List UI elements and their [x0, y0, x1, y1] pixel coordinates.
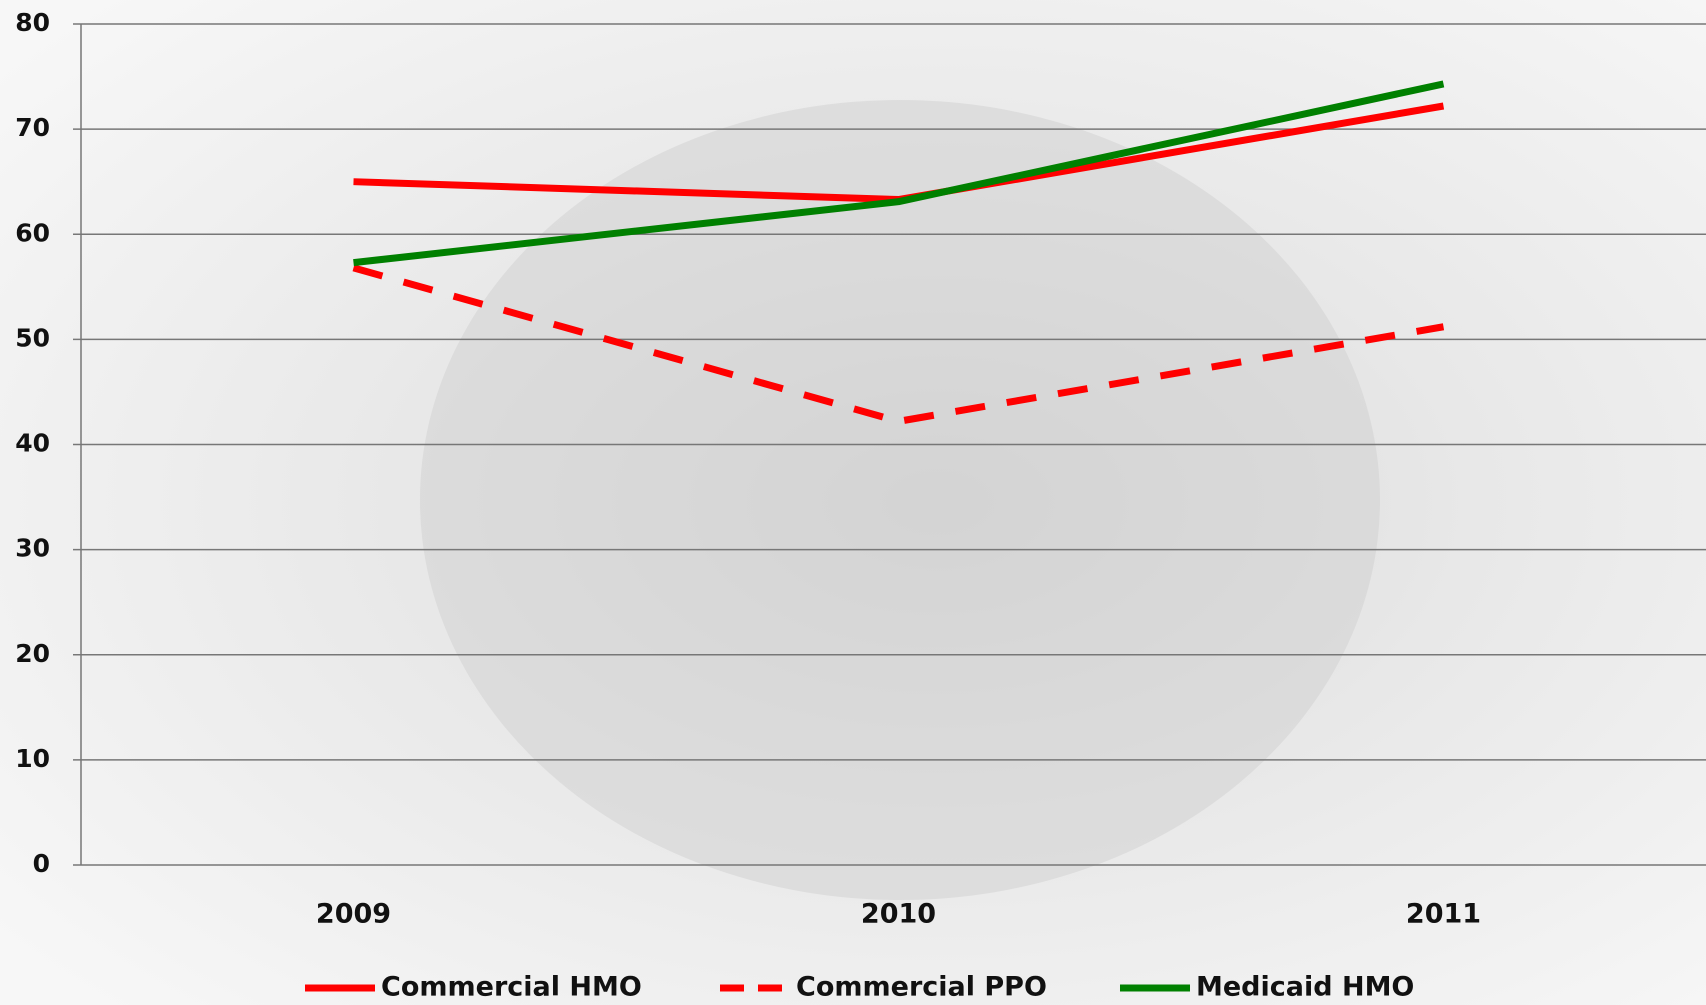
background-plate	[420, 100, 1380, 900]
chart: 0 10 20 30 40 50 60 70 80 2009 2010 2011 Commercial …	[0, 0, 1706, 1005]
y-tick-label: 60	[15, 218, 50, 247]
x-tick-label: 2011	[1406, 899, 1481, 930]
y-tick-label: 80	[15, 8, 50, 37]
legend-label: Medicaid HMO	[1196, 972, 1414, 1003]
y-tick-label: 40	[15, 429, 50, 458]
x-tick-label: 2009	[316, 899, 391, 930]
y-tick-label: 70	[15, 113, 50, 142]
page: {"chart_data": {"type": "line", "categor…	[0, 0, 1706, 1005]
y-tick-label: 10	[15, 744, 50, 773]
y-tick-label: 20	[15, 639, 50, 668]
legend-label: Commercial PPO	[796, 972, 1047, 1003]
y-tick-label: 50	[15, 323, 50, 352]
x-tick-label: 2010	[861, 899, 936, 930]
y-tick-label: 30	[15, 534, 50, 563]
legend-label: Commercial HMO	[381, 972, 642, 1003]
y-tick-label: 0	[33, 849, 50, 878]
